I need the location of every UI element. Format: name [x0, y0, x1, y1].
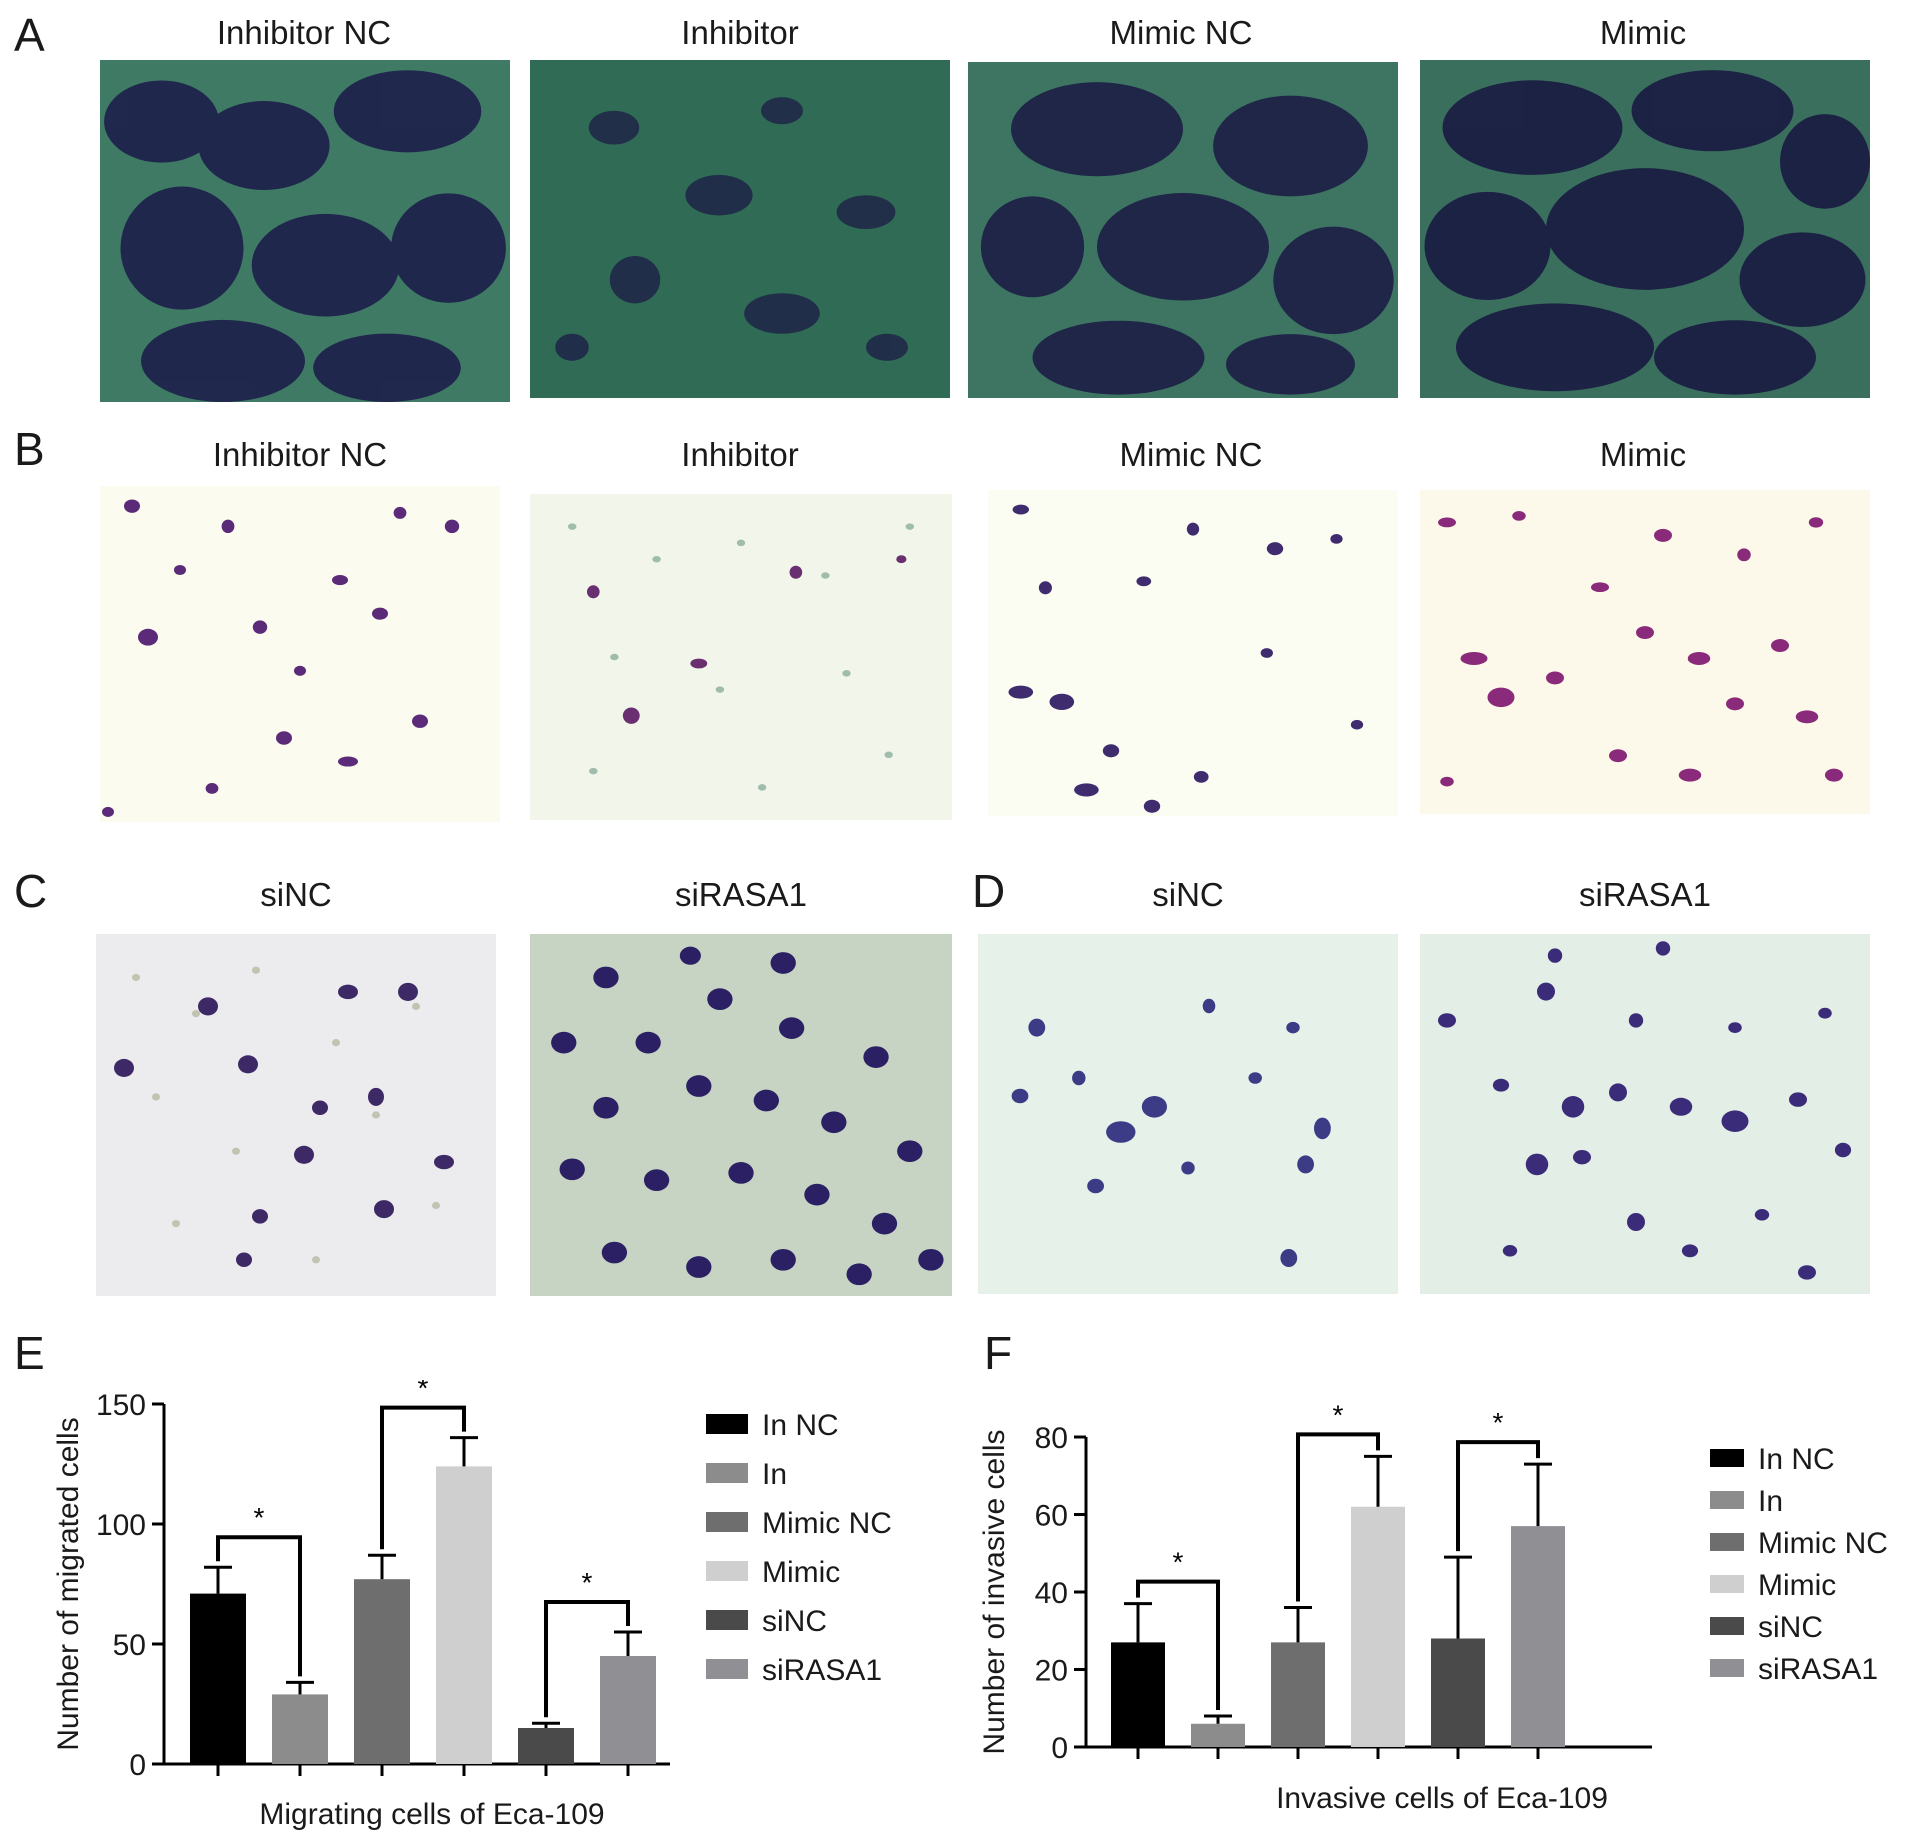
- panel-b-title-3: Mimic NC: [1119, 436, 1263, 473]
- micrograph-b-inhibitor-nc: [100, 486, 500, 822]
- panel-d-title-1: siNC: [1152, 876, 1224, 913]
- chart-e-legend-label: siRASA1: [762, 1654, 882, 1687]
- chart-e-bar: [354, 1579, 410, 1764]
- chart-e-legend-swatch: [706, 1561, 748, 1581]
- chart-e-legend-label: Mimic NC: [762, 1507, 892, 1540]
- chart-f-legend-swatch: [1710, 1449, 1744, 1467]
- micrograph-b-mimic-nc: [988, 490, 1398, 816]
- chart-f-legend-label: In: [1758, 1485, 1783, 1518]
- chart-f-significance-star: *: [1333, 1399, 1344, 1430]
- chart-e-legend-swatch: [706, 1659, 748, 1679]
- chart-f-bar: [1431, 1638, 1485, 1747]
- chart-e-y-tick-label: 150: [96, 1389, 146, 1422]
- chart-f-legend-label: Mimic: [1758, 1569, 1836, 1602]
- chart-f-legend-swatch: [1710, 1575, 1744, 1593]
- panel-d-title-2: siRASA1: [1578, 876, 1712, 913]
- chart-e-y-tick-label: 0: [129, 1749, 146, 1782]
- chart-e-significance-star: *: [418, 1380, 429, 1404]
- chart-f-significance-bracket: [1456, 1440, 1540, 1552]
- chart-f-bar: [1511, 1526, 1565, 1747]
- panel-b-title-2: Inhibitor: [681, 436, 799, 473]
- chart-f-significance-star: *: [1173, 1547, 1184, 1578]
- chart-e-y-tick-label: 50: [113, 1629, 146, 1662]
- panel-a-title-4: Mimic: [1599, 14, 1687, 51]
- micrograph-a-mimic: [1420, 60, 1870, 398]
- micrograph-d-sirasa1: [1420, 934, 1870, 1294]
- chart-e-bar: [518, 1728, 574, 1764]
- chart-e-x-axis-label: Migrating cells of Eca-109: [259, 1798, 604, 1831]
- chart-f-legend-label: siRASA1: [1758, 1653, 1878, 1686]
- micrograph-c-sinc: [96, 934, 496, 1296]
- panel-label-e: E: [14, 1327, 45, 1379]
- chart-f-y-tick-label: 20: [1035, 1655, 1068, 1688]
- micrograph-b-mimic: [1420, 490, 1870, 814]
- chart-f-significance-bracket: [1296, 1432, 1380, 1602]
- chart-f-y-axis-label: Number of invasive cells: [978, 1429, 1011, 1754]
- chart-e-y-tick-label: 100: [96, 1509, 146, 1542]
- chart-e-bar: [600, 1656, 656, 1764]
- chart-e-legend-swatch: [706, 1414, 748, 1434]
- chart-e-legend-label: siNC: [762, 1605, 827, 1638]
- chart-f-legend-swatch: [1710, 1533, 1744, 1551]
- chart-e-legend-label: Mimic: [762, 1556, 840, 1589]
- chart-f-legend-label: In NC: [1758, 1443, 1835, 1476]
- chart-e-migrated-cells: 0 50 100 150 * * * Migrating cells of Eca-109 Nu…: [52, 1380, 892, 1831]
- micrograph-a-mimic-nc: [968, 62, 1398, 398]
- panel-c-title-2: siRASA1: [674, 876, 808, 913]
- panel-a-title-2: Inhibitor: [681, 14, 799, 51]
- panel-label-f: F: [984, 1327, 1013, 1379]
- chart-f-bar: [1271, 1642, 1325, 1747]
- chart-f-significance-star: *: [1493, 1407, 1504, 1438]
- chart-f-y-tick-label: 60: [1035, 1500, 1068, 1533]
- chart-f-y-tick-label: 0: [1051, 1732, 1068, 1765]
- chart-f-bar: [1191, 1723, 1245, 1747]
- chart-e-legend-swatch: [706, 1463, 748, 1483]
- chart-f-legend-swatch: [1710, 1659, 1744, 1677]
- chart-e-significance-bracket: [216, 1535, 302, 1677]
- chart-f-y-tick-label: 40: [1035, 1577, 1068, 1610]
- micrograph-b-inhibitor: [530, 494, 952, 820]
- chart-e-bar: [190, 1593, 246, 1764]
- panel-label-a: A: [14, 9, 45, 61]
- chart-e-significance-star: *: [582, 1567, 593, 1598]
- chart-f-bar: [1111, 1642, 1165, 1747]
- chart-f-bar: [1351, 1506, 1405, 1747]
- chart-f-legend-swatch: [1710, 1617, 1744, 1635]
- panel-label-c: C: [14, 865, 48, 917]
- micrograph-a-inhibitor-nc: [100, 60, 510, 402]
- chart-f-legend-swatch: [1710, 1491, 1744, 1509]
- chart-e-legend-swatch: [706, 1610, 748, 1630]
- chart-e-significance-star: *: [254, 1502, 265, 1533]
- micrograph-a-inhibitor: [530, 60, 950, 398]
- chart-f-significance-bracket: [1136, 1579, 1220, 1710]
- chart-f-y-tick-label: 80: [1035, 1422, 1068, 1455]
- chart-e-legend-swatch: [706, 1512, 748, 1532]
- chart-e-bar: [272, 1694, 328, 1764]
- chart-e-significance-bracket: [380, 1405, 466, 1550]
- chart-f-x-axis-label: Invasive cells of Eca-109: [1276, 1782, 1608, 1815]
- chart-e-y-axis-label: Number of migrated cells: [52, 1417, 85, 1750]
- panel-b-title-4: Mimic: [1599, 436, 1687, 473]
- chart-e-legend-label: In: [762, 1458, 787, 1491]
- panel-label-d: D: [972, 865, 1006, 917]
- chart-e-significance-bracket: [544, 1600, 630, 1718]
- panel-a-title-1: Inhibitor NC: [216, 14, 392, 51]
- micrograph-d-sinc: [978, 934, 1398, 1294]
- chart-e-legend-label: In NC: [762, 1409, 839, 1442]
- panel-a-title-3: Mimic NC: [1109, 14, 1253, 51]
- chart-f-invasive-cells: 0 20 40 60 80 * * * Invasive cells of Eca-109 Num…: [978, 1399, 1888, 1815]
- chart-f-legend-label: siNC: [1758, 1611, 1823, 1644]
- micrograph-c-sirasa1: [530, 934, 952, 1296]
- chart-f-legend-label: Mimic NC: [1758, 1527, 1888, 1560]
- panel-b-title-1: Inhibitor NC: [212, 436, 388, 473]
- panel-label-b: B: [14, 423, 45, 475]
- chart-e-bar: [436, 1466, 492, 1764]
- panel-c-title-1: siNC: [260, 876, 332, 913]
